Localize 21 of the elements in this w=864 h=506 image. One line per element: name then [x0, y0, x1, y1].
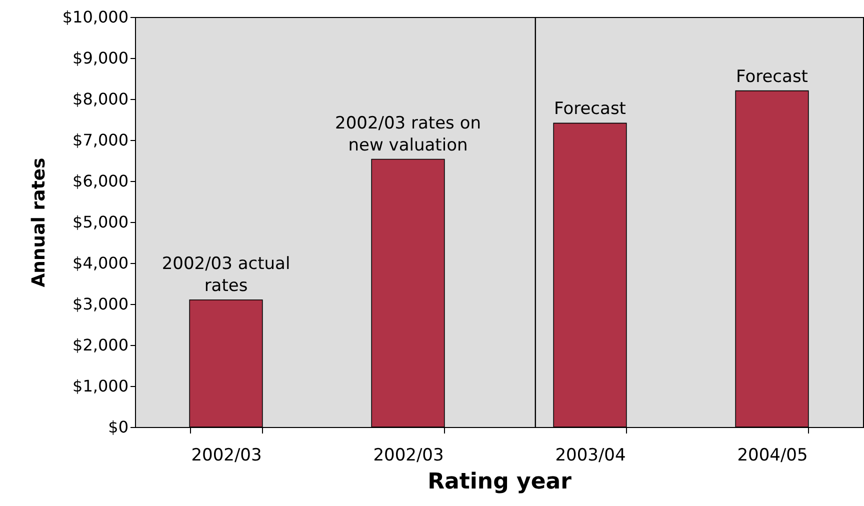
y-tick-label: $9,000: [72, 48, 128, 68]
annotation: Forecast: [554, 99, 626, 120]
y-tick-label: $1,000: [72, 376, 128, 396]
y-tick-label: $5,000: [72, 212, 128, 232]
y-tick-label: $0: [108, 418, 128, 436]
y-tick-label: $8,000: [72, 90, 128, 108]
y-tick-label: $10,000: [62, 8, 128, 26]
y-tick-label: $4,000: [72, 254, 128, 272]
annotation: 2002/03 rates on new valuation: [335, 113, 481, 156]
y-axis-title: Annual rates: [28, 158, 50, 288]
y-tick-label: $3,000: [72, 294, 128, 314]
y-tick-label: $2,000: [72, 336, 128, 354]
x-tick-label: 2004/05: [737, 446, 808, 466]
y-tick-label: $7,000: [72, 130, 128, 150]
x-tick-label: 2002/03: [191, 446, 262, 466]
y-tick-label: $6,000: [72, 172, 128, 190]
annotation: Forecast: [736, 66, 808, 87]
x-tick-label: 2003/04: [555, 446, 626, 466]
x-axis-title: Rating year: [428, 470, 572, 494]
annotation: 2002/03 actual rates: [162, 254, 290, 296]
x-tick-label: 2002/03: [373, 446, 444, 466]
